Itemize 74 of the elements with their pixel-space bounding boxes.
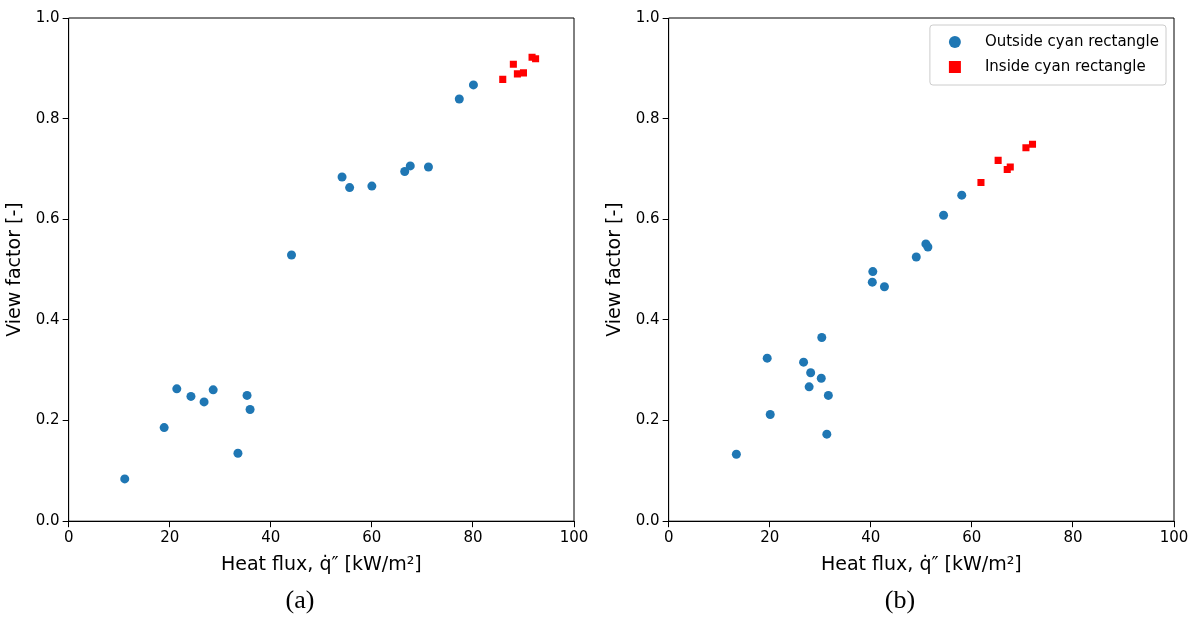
point — [1022, 144, 1030, 152]
x-tick-label: 100 — [559, 528, 589, 547]
x-tick-label: 100 — [1159, 528, 1189, 547]
x-tick-label: 0 — [663, 528, 674, 547]
point — [499, 75, 507, 83]
y-tick-label: 0.2 — [35, 410, 60, 429]
point — [731, 449, 741, 459]
y-tick-label: 0.8 — [635, 108, 660, 127]
y-tick-label: 0.4 — [35, 309, 60, 328]
point — [242, 390, 252, 400]
point — [519, 69, 527, 77]
point — [994, 156, 1002, 164]
point — [454, 94, 464, 104]
point — [345, 183, 355, 193]
point — [817, 333, 827, 343]
legend-label: Outside cyan rectangle — [984, 31, 1160, 50]
y-axis-title: View factor [-] — [602, 202, 625, 337]
point — [957, 190, 967, 200]
point — [120, 474, 130, 484]
x-tick-label: 80 — [463, 528, 483, 547]
y-tick-label: 0.4 — [635, 309, 660, 328]
legend-label: Inside cyan rectangle — [984, 56, 1146, 75]
y-tick-label: 1.0 — [35, 7, 60, 26]
x-tick-label: 20 — [160, 528, 180, 547]
x-tick-label: 40 — [261, 528, 281, 547]
point — [233, 448, 243, 458]
text: (b) — [883, 585, 917, 615]
point — [468, 80, 478, 90]
point — [822, 429, 832, 439]
point — [762, 353, 772, 363]
x-tick-label: 20 — [760, 528, 780, 547]
point — [159, 423, 169, 433]
point — [765, 410, 775, 420]
point — [806, 368, 816, 378]
point — [879, 282, 889, 292]
point — [816, 373, 826, 383]
point — [186, 391, 196, 401]
y-tick-label: 0.2 — [635, 410, 660, 429]
x-axis-title: Heat flux, q̇″ [kW/m²] — [820, 551, 1022, 574]
point — [939, 210, 949, 220]
x-tick-label: 0 — [63, 528, 74, 547]
point — [1028, 140, 1037, 148]
point — [799, 357, 809, 367]
x-tick-label: 40 — [861, 528, 881, 547]
point — [509, 60, 517, 68]
y-tick-label: 0.6 — [35, 209, 60, 228]
point — [977, 179, 985, 187]
point — [172, 384, 182, 394]
point — [868, 267, 878, 277]
text: (a) — [284, 585, 316, 615]
point — [208, 385, 218, 395]
point — [823, 390, 833, 400]
point — [911, 252, 921, 262]
point — [804, 382, 814, 392]
point — [532, 55, 540, 63]
point — [199, 397, 209, 407]
y-tick-label: 1.0 — [635, 7, 660, 26]
point — [400, 166, 410, 176]
y-tick-label: 0.8 — [35, 108, 60, 127]
point — [337, 172, 347, 182]
y-tick-label: 0.6 — [635, 209, 660, 228]
y-axis-title: View factor [-] — [2, 202, 25, 337]
x-tick-label: 60 — [962, 528, 982, 547]
y-tick-label: 0.0 — [35, 511, 60, 530]
point — [287, 250, 297, 260]
x-tick-label: 80 — [1063, 528, 1083, 547]
y-tick-label: 0.0 — [635, 511, 660, 530]
point — [245, 404, 255, 414]
point — [367, 181, 377, 191]
point — [423, 162, 433, 172]
x-axis-title: Heat flux, q̇″ [kW/m²] — [220, 551, 422, 574]
point — [867, 277, 877, 287]
x-tick-label: 60 — [362, 528, 382, 547]
point — [405, 161, 415, 171]
